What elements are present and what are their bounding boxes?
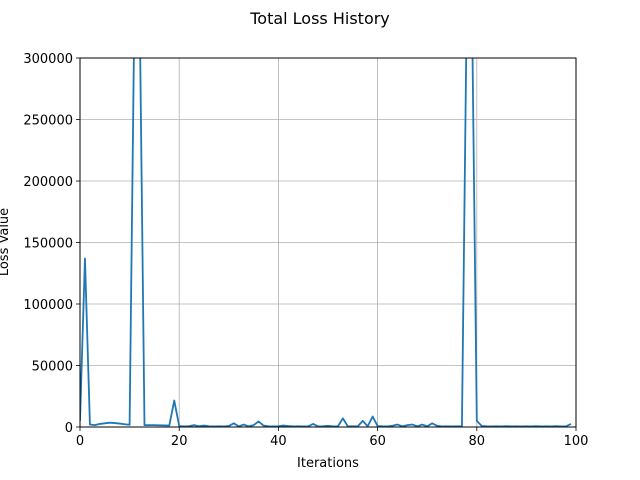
x-tick-label: 60 (369, 434, 386, 449)
y-axis: 0 50000 100000 150000 200000 250000 300000 (23, 52, 80, 436)
x-axis: 0 20 40 60 80 100 (76, 427, 589, 449)
x-tick-label: 100 (564, 434, 589, 449)
series-layer (80, 58, 572, 427)
y-tick-label: 100000 (23, 298, 73, 313)
chart-title: Total Loss History (249, 9, 390, 28)
x-axis-label: Iterations (297, 456, 359, 471)
y-tick-label: 150000 (23, 237, 73, 252)
y-axis-label: Loss Value (0, 208, 12, 276)
y-tick-label: 250000 (23, 114, 73, 129)
x-tick-label: 20 (171, 434, 188, 449)
y-tick-label: 0 (65, 421, 73, 436)
x-tick-label: 0 (76, 434, 84, 449)
y-tick-label: 200000 (23, 175, 73, 190)
loss-series-line (80, 58, 572, 427)
x-tick-label: 80 (469, 434, 486, 449)
y-tick-label: 50000 (32, 360, 73, 375)
y-tick-label: 300000 (23, 52, 73, 67)
x-tick-label: 40 (270, 434, 287, 449)
